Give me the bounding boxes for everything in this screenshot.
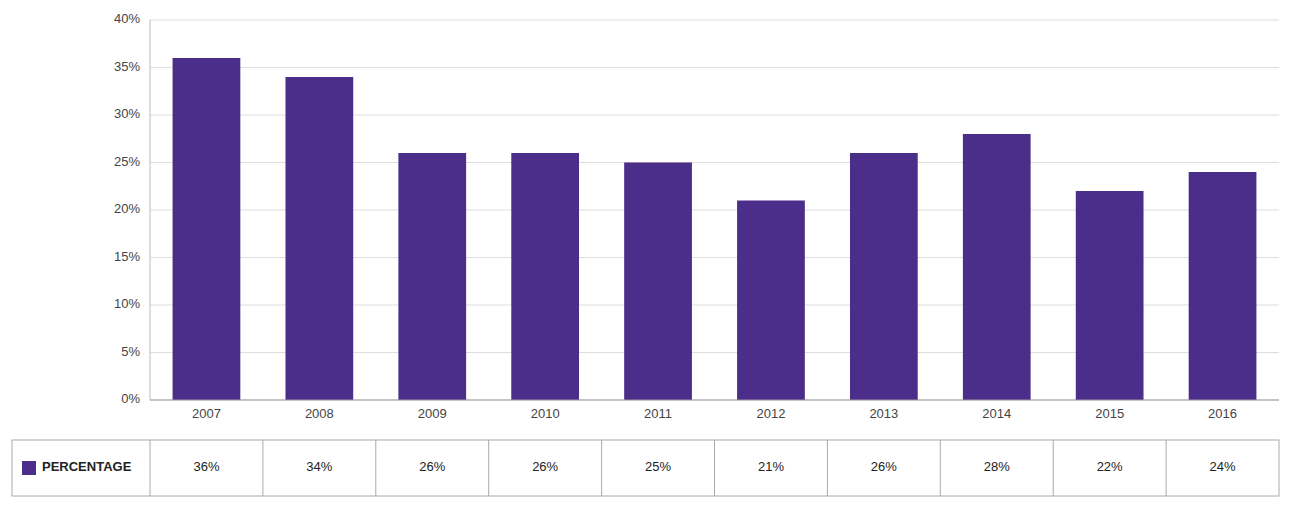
table-divider [714,440,715,496]
table-value: 21% [758,459,784,474]
y-tick-label: 5% [121,344,140,359]
bar [1076,191,1144,400]
y-tick-label: 15% [114,249,140,264]
bar [850,153,918,400]
x-tick-label: 2016 [1208,406,1237,421]
y-tick-label: 10% [114,296,140,311]
table-value: 26% [871,459,897,474]
x-tick-label: 2009 [418,406,447,421]
y-tick-label: 35% [114,59,140,74]
y-tick-label: 30% [114,106,140,121]
bar [511,153,579,400]
table-value: 26% [419,459,445,474]
table-value: 25% [645,459,671,474]
table-value: 22% [1097,459,1123,474]
bar [737,201,805,401]
bars [173,58,1257,400]
table-divider [1166,440,1167,496]
grid-line [150,20,1279,21]
x-tick-label: 2007 [192,406,221,421]
y-grid [150,20,1279,400]
table-border [12,440,1279,496]
table-value: 34% [306,459,332,474]
x-tick-label: 2013 [869,406,898,421]
x-axis-line [150,400,1279,401]
legend-swatch [22,461,36,475]
bar [963,134,1031,400]
table-divider [940,440,941,496]
grid-line [150,67,1279,68]
table-value: 24% [1210,459,1236,474]
y-tick-label: 20% [114,201,140,216]
chart-svg: 0% 5% 10% 15% 20% 25% 30% 35% 40% 2007 2008 2009 201… [0,0,1299,524]
x-tick-label: 2014 [982,406,1011,421]
chart-container: 0% 5% 10% 15% 20% 25% 30% 35% 40% 2007 2008 2009 201… [0,0,1299,524]
bar [1189,172,1257,400]
table-value: 26% [532,459,558,474]
y-axis-line [150,20,151,400]
table-divider [262,440,263,496]
x-tick-label: 2010 [531,406,560,421]
x-axis: 2007 2008 2009 2010 2011 2012 2013 2014 2015 2016 [192,406,1237,421]
y-tick-label: 0% [121,391,140,406]
x-tick-label: 2015 [1095,406,1124,421]
bar [398,153,466,400]
bar [173,58,241,400]
legend-table: PERCENTAGE 36% 34% 26% 26% 25% 21% 26% 28% 22% 24% [12,440,1279,496]
table-divider [827,440,828,496]
table-value: 28% [984,459,1010,474]
table-divider [601,440,602,496]
table-divider [150,440,151,496]
x-tick-label: 2008 [305,406,334,421]
table-divider [1053,440,1054,496]
bar [285,77,353,400]
table-divider [375,440,376,496]
y-tick-label: 40% [114,11,140,26]
y-axis: 0% 5% 10% 15% 20% 25% 30% 35% 40% [114,11,140,406]
table-value: 36% [193,459,219,474]
x-tick-label: 2012 [756,406,785,421]
bar [624,163,692,401]
x-tick-label: 2011 [644,406,672,421]
table-divider [488,440,489,496]
y-tick-label: 25% [114,154,140,169]
legend-label: PERCENTAGE [42,459,132,474]
grid-line [150,400,1279,401]
